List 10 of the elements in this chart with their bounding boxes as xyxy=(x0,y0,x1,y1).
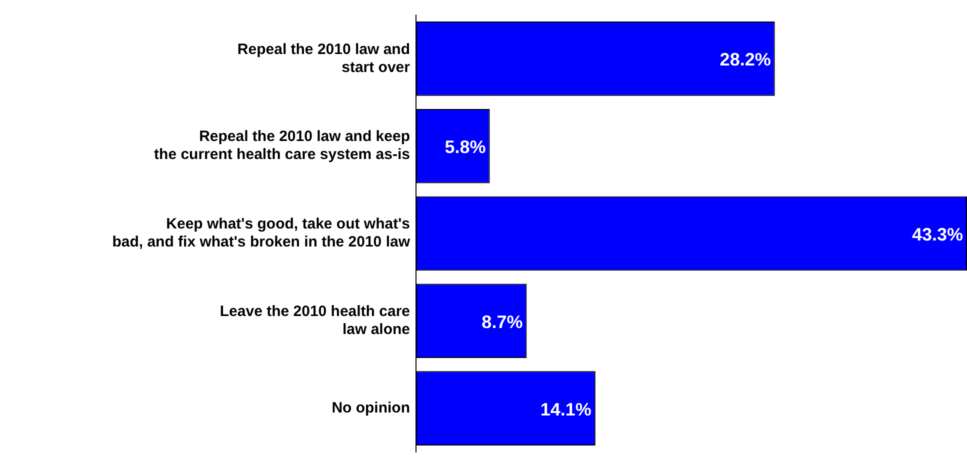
data-label: 5.8% xyxy=(444,137,486,158)
data-label: 43.3% xyxy=(912,224,963,244)
y-tick-label: No opinion xyxy=(332,399,410,416)
data-label: 28.2% xyxy=(720,50,771,70)
y-tick-label: Leave the 2010 health care law alone xyxy=(220,303,410,338)
y-tick-label: Repeal the 2010 law and keep the current health care system as-is xyxy=(154,128,410,164)
data-label: 8.7% xyxy=(482,312,523,332)
data-label: 14.1% xyxy=(540,399,592,420)
y-tick-label: Repeal the 2010 law and start over xyxy=(237,40,410,76)
y-tick-label: Keep what's good, take out what's bad, and fix what's broken in the 2010 law xyxy=(112,216,410,251)
